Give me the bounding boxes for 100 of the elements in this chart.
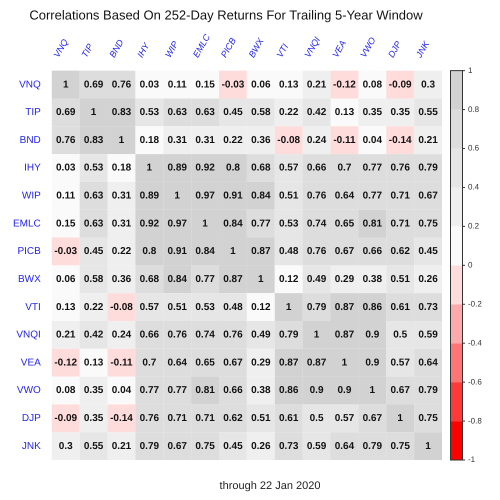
data-label: 0.64 [334,190,355,202]
data-label: 0.65 [334,218,355,230]
data-label: 0.74 [306,218,327,230]
data-label: 0.66 [362,246,382,258]
data-label: 0.81 [195,385,216,396]
data-label: 0.31 [112,218,132,230]
data-label: 0.31 [195,134,216,146]
data-label: 0.15 [195,79,216,90]
data-label: 0.08 [56,385,76,396]
data-label: 0.26 [418,274,438,285]
data-label: 0.31 [112,190,132,202]
data-label: 0.5 [393,330,408,341]
data-label: 0.18 [112,162,132,174]
data-label: 0.79 [418,162,438,174]
color-bar-label: -1 [468,455,476,464]
data-label: 0.71 [390,218,410,230]
data-label: 0.76 [167,330,188,341]
data-label: 0.97 [195,190,216,202]
data-label: 0.48 [278,246,299,258]
data-label: 0.57 [140,302,160,313]
data-label: 0.71 [195,413,216,424]
data-label: 0.77 [140,385,160,396]
data-label: 0.97 [167,218,188,230]
y-tick-label: JNK [22,440,42,452]
data-label: 0.53 [278,218,299,230]
data-label: 0.77 [362,190,382,202]
data-label: 0.76 [223,330,244,341]
color-bar-label: 0.8 [468,104,480,114]
data-label: 0.51 [278,190,299,202]
data-label: 0.53 [84,162,104,174]
data-label: 0.51 [251,413,271,424]
data-label: 0.65 [195,357,216,368]
y-tick-label: VTI [25,302,41,313]
data-label: 0.13 [56,302,76,313]
data-label: 0.84 [251,190,271,202]
data-label: 0.15 [56,218,76,230]
data-label: 0.53 [195,302,216,313]
data-label: 1 [314,330,320,341]
data-label: 0.67 [362,413,382,424]
data-label: 0.84 [167,274,188,285]
data-label: 0.57 [278,162,299,174]
data-label: 0.9 [310,385,324,396]
data-label: 0.76 [140,413,160,424]
data-label: 1 [202,218,208,230]
data-label: 0.63 [84,218,104,230]
data-label: 0.81 [362,218,382,230]
data-label: 0.57 [390,357,410,368]
data-label: 0.59 [306,440,327,452]
data-label: 0.13 [334,107,355,118]
data-label: 0.29 [334,274,355,285]
data-label: 0.42 [84,330,104,341]
data-label: 0.04 [362,134,382,146]
data-label: 0.35 [84,385,104,396]
data-label: -0.14 [110,413,134,424]
data-label: -0.11 [333,134,356,146]
data-label: 1 [370,385,376,396]
data-label: 0.76 [306,246,327,258]
data-label: 0.11 [168,79,188,90]
data-label: 0.84 [195,246,216,258]
y-tick-label: VNQ [19,79,42,90]
data-label: 0.76 [390,162,410,174]
data-label: 0.77 [195,274,216,285]
data-label: 0.9 [365,330,380,341]
data-label: 0.8 [226,162,240,174]
data-label: 0.42 [306,107,327,118]
data-label: 0.87 [306,357,327,368]
data-label: 0.87 [223,274,244,285]
color-bar-label: 0.4 [468,182,480,192]
data-label: 0.58 [251,107,271,118]
data-label: 0.29 [251,357,271,368]
color-bar-label: 0.6 [468,144,480,153]
data-label: 0.75 [195,440,216,452]
data-label: 0.48 [223,302,244,313]
data-label: 0.79 [362,440,382,452]
data-label: 0.49 [306,274,327,285]
data-label: 0.66 [223,385,244,396]
data-label: 0.3 [421,79,436,90]
y-tick-label: VEA [20,357,42,368]
data-label: 0.62 [223,413,244,424]
data-label: 0.69 [84,79,104,90]
y-tick-label: VWO [16,385,41,396]
data-label: 0.22 [84,302,104,313]
data-label: 0.22 [278,107,299,118]
data-label: 1 [230,246,236,258]
data-label: 0.12 [278,274,299,285]
data-label: 0.77 [167,385,188,396]
data-label: 0.86 [278,385,299,396]
data-label: -0.12 [333,79,356,90]
data-label: 0.5 [310,413,324,424]
data-label: 0.66 [140,330,160,341]
data-label: 0.67 [223,357,244,368]
data-label: 0.76 [112,79,132,90]
data-label: 0.36 [112,274,132,285]
data-label: 0.68 [140,274,160,285]
data-label: 0.91 [223,190,244,202]
data-label: 0.45 [223,440,244,452]
data-label: 0.62 [390,246,410,258]
data-label: 0.18 [140,134,160,146]
color-bar-label: 1 [468,66,473,75]
data-label: 1 [90,107,97,118]
